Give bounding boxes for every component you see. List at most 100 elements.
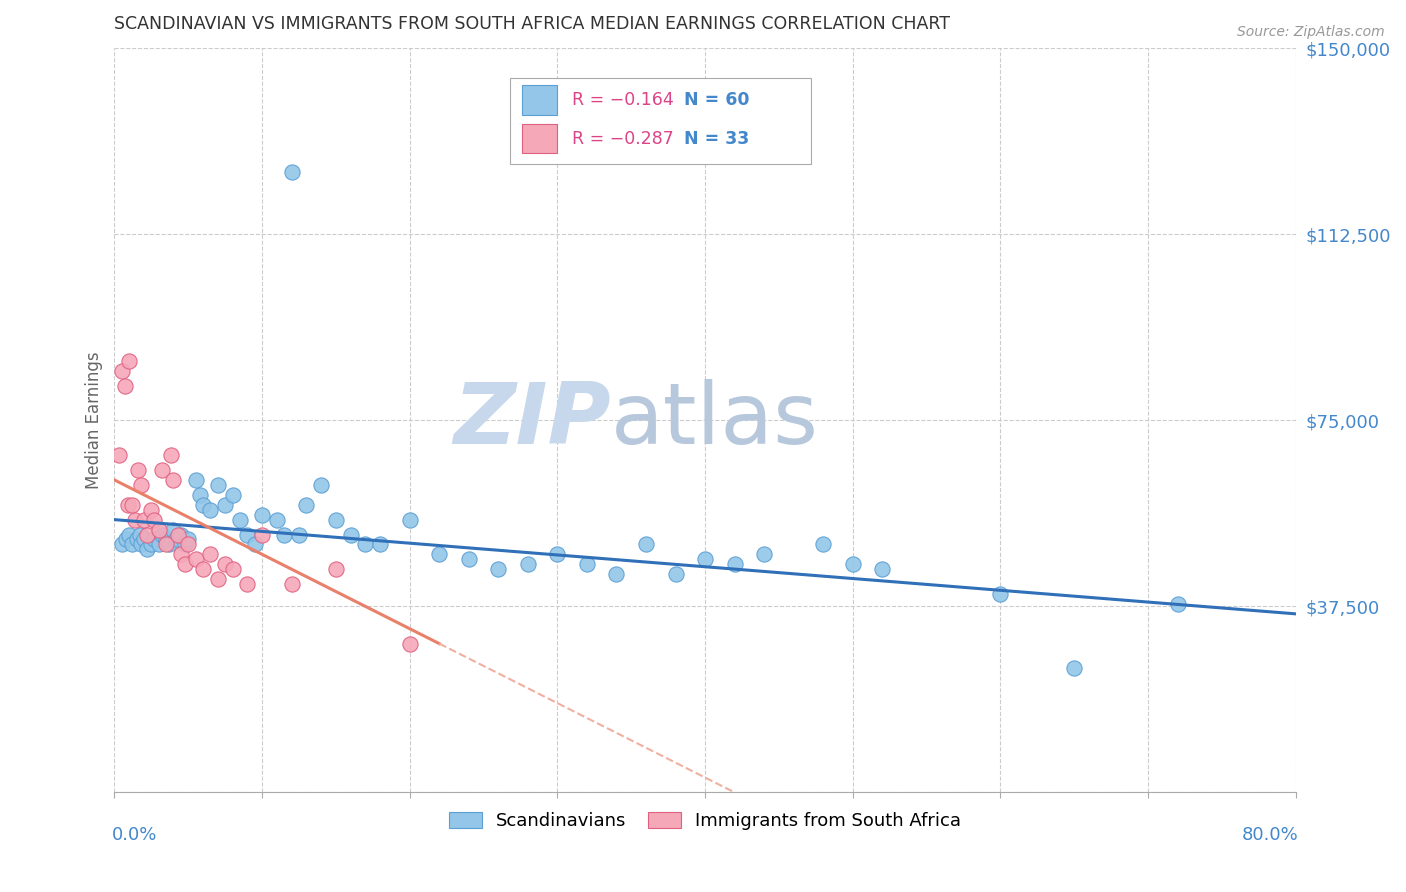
- Point: [141, 502, 163, 516]
- Point: [115, 533, 138, 547]
- Text: R = −0.287: R = −0.287: [572, 129, 673, 147]
- FancyBboxPatch shape: [510, 78, 811, 164]
- Legend: Scandinavians, Immigrants from South Africa: Scandinavians, Immigrants from South Afr…: [440, 803, 970, 839]
- Point: [250, 527, 273, 541]
- Point: [167, 527, 190, 541]
- Point: [354, 537, 377, 551]
- Point: [339, 527, 361, 541]
- Y-axis label: Median Earnings: Median Earnings: [86, 351, 103, 489]
- Point: [155, 533, 177, 547]
- Point: [170, 527, 193, 541]
- Point: [280, 165, 302, 179]
- Point: [325, 562, 347, 576]
- Point: [325, 513, 347, 527]
- Point: [117, 498, 139, 512]
- Point: [214, 498, 236, 512]
- Point: [605, 567, 627, 582]
- Point: [214, 558, 236, 572]
- Point: [754, 547, 776, 561]
- Point: [280, 577, 302, 591]
- Point: [148, 523, 170, 537]
- Point: [1167, 597, 1189, 611]
- Point: [125, 533, 148, 547]
- Point: [150, 463, 173, 477]
- Point: [813, 537, 835, 551]
- Point: [121, 537, 143, 551]
- FancyBboxPatch shape: [522, 86, 557, 115]
- Point: [266, 513, 288, 527]
- Text: N = 60: N = 60: [683, 91, 749, 109]
- Point: [309, 478, 332, 492]
- Point: [177, 533, 200, 547]
- Text: Source: ZipAtlas.com: Source: ZipAtlas.com: [1237, 25, 1385, 39]
- Point: [143, 533, 166, 547]
- Point: [129, 478, 152, 492]
- Text: 80.0%: 80.0%: [1241, 826, 1298, 844]
- Point: [457, 552, 479, 566]
- Point: [207, 478, 229, 492]
- FancyBboxPatch shape: [522, 124, 557, 153]
- Point: [546, 547, 568, 561]
- Point: [155, 537, 177, 551]
- Point: [135, 527, 157, 541]
- Point: [575, 558, 598, 572]
- Point: [162, 473, 184, 487]
- Point: [191, 562, 214, 576]
- Point: [188, 488, 211, 502]
- Text: N = 33: N = 33: [683, 129, 749, 147]
- Point: [184, 552, 207, 566]
- Point: [162, 523, 184, 537]
- Point: [990, 587, 1012, 601]
- Point: [200, 502, 222, 516]
- Point: [118, 527, 141, 541]
- Point: [368, 537, 391, 551]
- Point: [135, 542, 157, 557]
- Point: [221, 562, 243, 576]
- Point: [295, 498, 318, 512]
- Point: [148, 537, 170, 551]
- Point: [427, 547, 450, 561]
- Text: 0.0%: 0.0%: [112, 826, 157, 844]
- Point: [111, 364, 134, 378]
- Point: [132, 513, 155, 527]
- Text: atlas: atlas: [610, 379, 818, 462]
- Point: [634, 537, 657, 551]
- Point: [108, 448, 131, 462]
- Text: SCANDINAVIAN VS IMMIGRANTS FROM SOUTH AFRICA MEDIAN EARNINGS CORRELATION CHART: SCANDINAVIAN VS IMMIGRANTS FROM SOUTH AF…: [114, 15, 950, 33]
- Point: [111, 537, 134, 551]
- Point: [516, 558, 538, 572]
- Point: [129, 537, 152, 551]
- Point: [250, 508, 273, 522]
- Point: [273, 527, 295, 541]
- Point: [243, 537, 266, 551]
- Point: [141, 537, 163, 551]
- Point: [723, 558, 745, 572]
- Point: [157, 537, 180, 551]
- Point: [150, 527, 173, 541]
- Point: [121, 498, 143, 512]
- Point: [118, 354, 141, 368]
- Point: [174, 537, 197, 551]
- Point: [124, 513, 146, 527]
- Point: [842, 558, 865, 572]
- Point: [159, 448, 181, 462]
- Point: [221, 488, 243, 502]
- Point: [200, 547, 222, 561]
- Point: [143, 513, 166, 527]
- Point: [486, 562, 509, 576]
- Point: [398, 637, 420, 651]
- Point: [165, 533, 187, 547]
- Point: [184, 473, 207, 487]
- Text: ZIP: ZIP: [453, 379, 610, 462]
- Point: [114, 378, 136, 392]
- Point: [127, 463, 149, 477]
- Point: [128, 527, 150, 541]
- Point: [664, 567, 686, 582]
- Point: [398, 513, 420, 527]
- Point: [693, 552, 716, 566]
- Point: [229, 513, 252, 527]
- Point: [288, 527, 311, 541]
- Point: [174, 558, 197, 572]
- Point: [236, 577, 259, 591]
- Point: [207, 572, 229, 586]
